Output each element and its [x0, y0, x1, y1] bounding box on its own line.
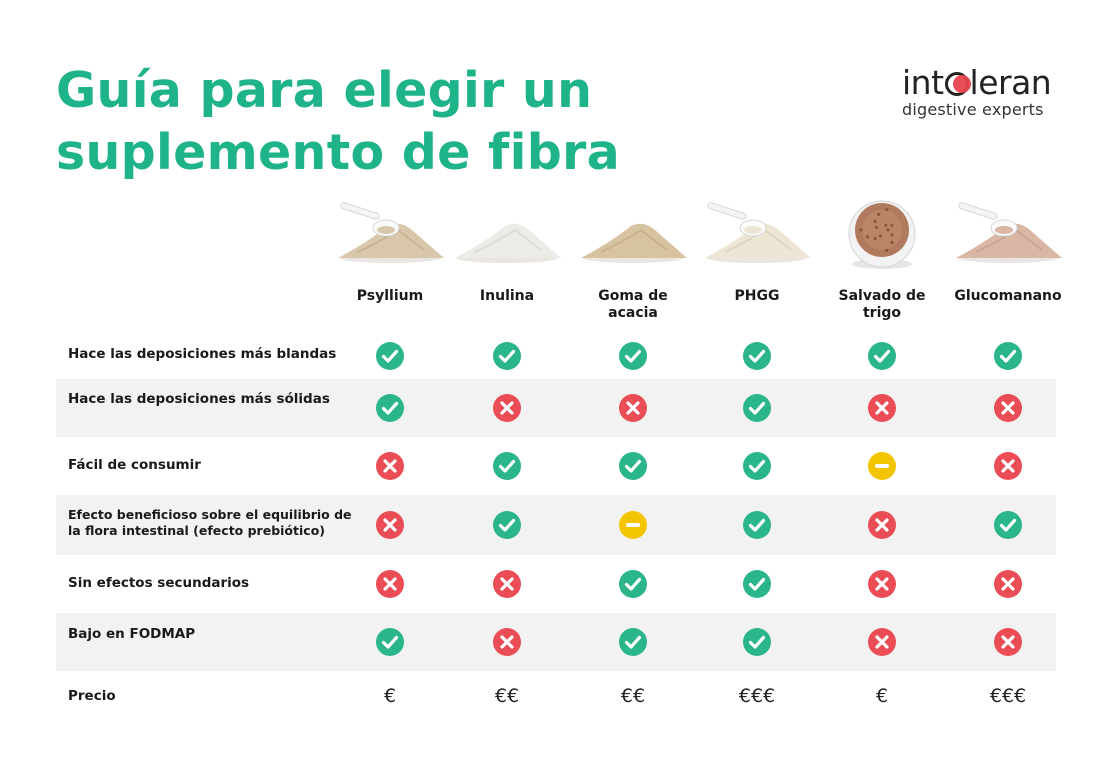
logo-word-end: leran: [969, 63, 1052, 102]
product-name: Goma de acacia: [598, 288, 668, 321]
price-value: €: [875, 685, 889, 707]
cross-icon: [867, 393, 897, 423]
row-label: Efecto beneficioso sobre el equilibrio d…: [68, 507, 352, 538]
row-label: Fácil de consumir: [68, 457, 201, 473]
check-icon: [742, 451, 772, 481]
cross-icon: [492, 627, 522, 657]
cross-icon: [492, 393, 522, 423]
check-icon: [742, 569, 772, 599]
check-icon: [742, 393, 772, 423]
check-icon: [492, 451, 522, 481]
price-value: €: [383, 685, 397, 707]
cross-icon: [375, 569, 405, 599]
table-row: Efecto beneficioso sobre el equilibrio d…: [56, 495, 1056, 555]
check-icon: [492, 510, 522, 540]
page-title: Guía para elegir un suplemento de fibra: [56, 60, 620, 184]
scoop-powder-pink-image: [946, 200, 1070, 274]
table-row: Bajo en FODMAP: [56, 613, 1056, 671]
powder-sand-image: [571, 200, 695, 274]
scoop-powder-beige-image: [328, 200, 452, 274]
product-header: Psyllium Inulina Goma de acacia PHGG Salvado…: [328, 200, 1062, 330]
check-icon: [618, 627, 648, 657]
cross-icon: [375, 510, 405, 540]
check-icon: [867, 341, 897, 371]
bowl-bran-image: [820, 200, 944, 274]
title-line-1: Guía para elegir un: [56, 62, 593, 119]
price-row: Precio € €€ €€ €€€ € €€€: [56, 671, 1056, 721]
row-label: Hace las deposiciones más sólidas: [68, 391, 330, 407]
powder-white-image: [445, 200, 569, 274]
check-icon: [742, 341, 772, 371]
table-row: Fácil de consumir: [56, 437, 1056, 495]
price-value: €€: [620, 685, 646, 707]
comparison-table: Hace las deposiciones más blandas Hace la…: [56, 333, 1056, 721]
check-icon: [375, 393, 405, 423]
cross-icon: [867, 569, 897, 599]
check-icon: [742, 510, 772, 540]
product-name: Glucomanano: [954, 288, 1062, 304]
cross-icon: [375, 451, 405, 481]
row-label: Precio: [68, 688, 116, 704]
price-value: €€€: [989, 685, 1027, 707]
logo-tagline: digestive experts: [902, 100, 1044, 119]
scoop-powder-cream-image: [695, 200, 819, 274]
table-row: Sin efectos secundarios: [56, 555, 1056, 613]
product-column-header: Salvado de trigo: [820, 200, 944, 330]
product-name: Psyllium: [356, 288, 424, 304]
check-icon: [492, 341, 522, 371]
logo-word-start: int: [902, 63, 944, 102]
table-row: Hace las deposiciones más blandas: [56, 333, 1056, 379]
row-label: Sin efectos secundarios: [68, 575, 250, 591]
cross-icon: [993, 451, 1023, 481]
check-icon: [993, 341, 1023, 371]
title-line-2: suplemento de fibra: [56, 124, 620, 181]
cross-icon: [867, 627, 897, 657]
check-icon: [742, 627, 772, 657]
cross-icon: [993, 569, 1023, 599]
check-icon: [618, 569, 648, 599]
table-row: Hace las deposiciones más sólidas: [56, 379, 1056, 437]
minus-icon: [618, 510, 648, 540]
check-icon: [375, 627, 405, 657]
product-column-header: Inulina: [445, 200, 569, 330]
product-name: Inulina: [479, 288, 535, 304]
price-value: €€€: [738, 685, 776, 707]
product-column-header: Psyllium: [328, 200, 452, 330]
cross-icon: [492, 569, 522, 599]
product-column-header: PHGG: [695, 200, 819, 330]
logo-wordmark: int leran: [902, 63, 1052, 102]
row-label: Hace las deposiciones más blandas: [68, 346, 337, 362]
cross-icon: [993, 627, 1023, 657]
check-icon: [618, 341, 648, 371]
cross-icon: [867, 510, 897, 540]
cross-icon: [993, 393, 1023, 423]
row-label: Bajo en FODMAP: [68, 626, 196, 642]
check-icon: [993, 510, 1023, 540]
cross-icon: [618, 393, 648, 423]
minus-icon: [867, 451, 897, 481]
product-name: Salvado de trigo: [838, 288, 926, 321]
product-column-header: Glucomanano: [946, 200, 1070, 330]
price-value: €€: [494, 685, 520, 707]
check-icon: [375, 341, 405, 371]
product-column-header: Goma de acacia: [571, 200, 695, 330]
logo-circle-icon: [944, 72, 971, 96]
check-icon: [618, 451, 648, 481]
brand-logo: int leran digestive experts: [902, 63, 1052, 120]
product-name: PHGG: [734, 288, 780, 304]
